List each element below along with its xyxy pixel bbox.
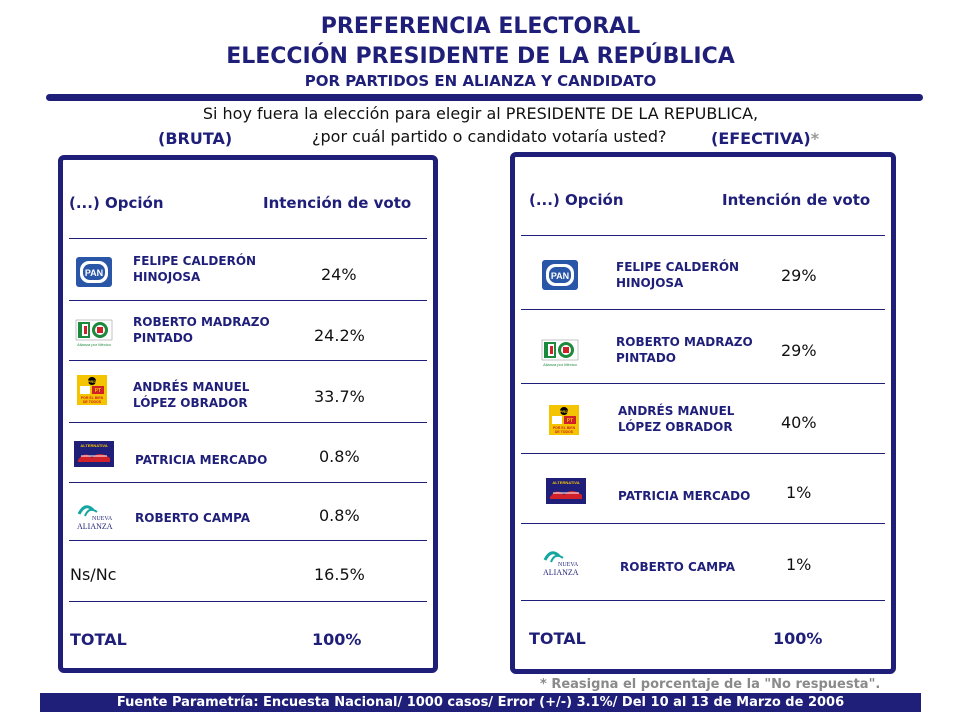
footnote: * Reasigna el porcentaje de la "No respu…	[540, 677, 881, 692]
efectiva-header-intention: Intención de voto	[722, 191, 871, 209]
candidate-name: ROBERTO MADRAZO PINTADO	[616, 334, 753, 366]
row-divider	[521, 383, 885, 384]
nueva-alianza-icon: NUEVA ALIANZA	[75, 500, 117, 536]
nueva-text: NUEVA	[558, 562, 579, 568]
pan-logo-text: PAN	[551, 271, 569, 281]
alianza-text: ALIANZA	[543, 568, 579, 577]
row-divider	[521, 523, 885, 524]
alternativa-text: ALTERNATIVA	[552, 480, 579, 485]
prd-text: PRD	[88, 379, 97, 384]
pebt-line1: POR EL BIEN	[81, 396, 104, 400]
alternativa-text: ALTERNATIVA	[80, 443, 107, 448]
candidate-name: ROBERTO CAMPA	[620, 560, 736, 574]
candidate-name-line2: PINTADO	[133, 331, 194, 345]
total-label: TOTAL	[529, 629, 586, 648]
alianza-text: ALIANZA	[77, 522, 113, 531]
alianza-por-mexico-icon: Alianza por México	[541, 338, 579, 372]
label-efectiva-asterisk: *	[810, 129, 820, 148]
label-efectiva: (EFECTIVA)*	[711, 129, 819, 148]
row-divider	[69, 300, 427, 301]
header-divider	[46, 94, 923, 101]
bruta-header-option: (...) Opción	[69, 194, 164, 212]
row-divider	[521, 600, 885, 601]
candidate-name-line1: FELIPE CALDERÓN	[616, 260, 740, 274]
candidate-name-line2: HINOJOSA	[616, 276, 684, 290]
total-label: TOTAL	[70, 630, 127, 649]
candidate-name: ROBERTO CAMPA	[135, 511, 251, 525]
candidate-name-line1: FELIPE CALDERÓN	[133, 254, 257, 268]
alianza-por-mexico-icon: Alianza por México	[75, 318, 113, 352]
candidate-name: FELIPE CALDERÓN HINOJOSA	[133, 253, 256, 285]
pebt-line2: DE TODOS	[555, 430, 574, 434]
nsnc-label: Ns/Nc	[70, 565, 117, 584]
por-el-bien-de-todos-icon: PRD PT POR EL BIEN DE TODOS	[76, 374, 108, 410]
pebt-line1: POR EL BIEN	[553, 426, 576, 430]
pan-logo-text: PAN	[85, 268, 103, 278]
bruta-panel: (...) Opción Intención de voto PAN FELIP…	[58, 155, 438, 673]
efectiva-panel: (...) Opción Intención de voto PAN FELIP…	[510, 152, 896, 674]
vote-value: 40%	[781, 413, 817, 432]
candidate-name-line1: ANDRÉS MANUEL	[618, 404, 735, 418]
vote-value: 1%	[786, 555, 812, 574]
candidate-name-line1: ROBERTO MADRAZO	[133, 315, 270, 329]
candidate-name-line2: LÓPEZ OBRADOR	[618, 420, 733, 434]
candidate-name: PATRICIA MERCADO	[135, 453, 268, 467]
prd-text: PRD	[560, 409, 569, 414]
candidate-name: FELIPE CALDERÓN HINOJOSA	[616, 259, 739, 291]
question-line-2: ¿por cuál partido o candidato votaría us…	[312, 127, 667, 146]
pt-text: PT	[95, 388, 101, 394]
page-subtitle: ELECCIÓN PRESIDENTE DE LA REPÚBLICA	[226, 44, 735, 69]
candidate-name: PATRICIA MERCADO	[618, 489, 751, 503]
total-value: 100%	[773, 629, 823, 648]
nsnc-value: 16.5%	[314, 565, 365, 584]
vote-value: 0.8%	[319, 447, 360, 466]
label-bruta: (BRUTA)	[158, 129, 233, 148]
row-divider	[69, 482, 427, 483]
alternativa-icon: ALTERNATIVA	[545, 477, 587, 509]
vote-value: 1%	[786, 483, 812, 502]
row-divider	[69, 601, 427, 602]
candidate-name-line1: ANDRÉS MANUEL	[133, 380, 250, 394]
row-divider	[521, 235, 885, 236]
candidate-name: ROBERTO MADRAZO PINTADO	[133, 314, 270, 346]
pan-icon: PAN	[75, 256, 113, 292]
row-divider	[521, 453, 885, 454]
vote-value: 24.2%	[314, 326, 365, 345]
vote-value: 0.8%	[319, 506, 360, 525]
alianza-caption: Alianza por México	[543, 362, 578, 367]
question-line-1: Si hoy fuera la elección para elegir al …	[202, 104, 759, 123]
page-subtitle-secondary: POR PARTIDOS EN ALIANZA Y CANDIDATO	[304, 72, 657, 90]
vote-value: 24%	[321, 265, 357, 284]
candidate-name: ANDRÉS MANUEL LÓPEZ OBRADOR	[133, 379, 249, 411]
row-divider	[69, 238, 427, 239]
candidate-name-line1: ROBERTO MADRAZO	[616, 335, 753, 349]
candidate-name-line2: LÓPEZ OBRADOR	[133, 396, 248, 410]
nueva-alianza-icon: NUEVA ALIANZA	[541, 546, 583, 582]
total-value: 100%	[312, 630, 362, 649]
candidate-name-line2: HINOJOSA	[133, 270, 201, 284]
row-divider	[69, 540, 427, 541]
pan-icon: PAN	[541, 259, 579, 295]
vote-value: 29%	[781, 266, 817, 285]
bruta-header-intention: Intención de voto	[263, 194, 412, 212]
nueva-text: NUEVA	[92, 516, 113, 522]
alianza-caption: Alianza por México	[77, 342, 112, 347]
vote-value: 33.7%	[314, 387, 365, 406]
alternativa-icon: ALTERNATIVA	[73, 440, 115, 472]
page-title: PREFERENCIA ELECTORAL	[320, 14, 641, 39]
vote-value: 29%	[781, 341, 817, 360]
pebt-line2: DE TODOS	[83, 400, 102, 404]
por-el-bien-de-todos-icon: PRD PT POR EL BIEN DE TODOS	[548, 404, 580, 440]
efectiva-header-option: (...) Opción	[529, 191, 624, 209]
row-divider	[521, 309, 885, 310]
pt-text: PT	[567, 418, 573, 424]
source-footer: Fuente Parametría: Encuesta Nacional/ 10…	[40, 693, 921, 712]
candidate-name-line2: PINTADO	[616, 351, 677, 365]
candidate-name: ANDRÉS MANUEL LÓPEZ OBRADOR	[618, 403, 734, 435]
label-efectiva-text: (EFECTIVA)	[711, 129, 811, 148]
row-divider	[69, 422, 427, 423]
row-divider	[69, 360, 427, 361]
